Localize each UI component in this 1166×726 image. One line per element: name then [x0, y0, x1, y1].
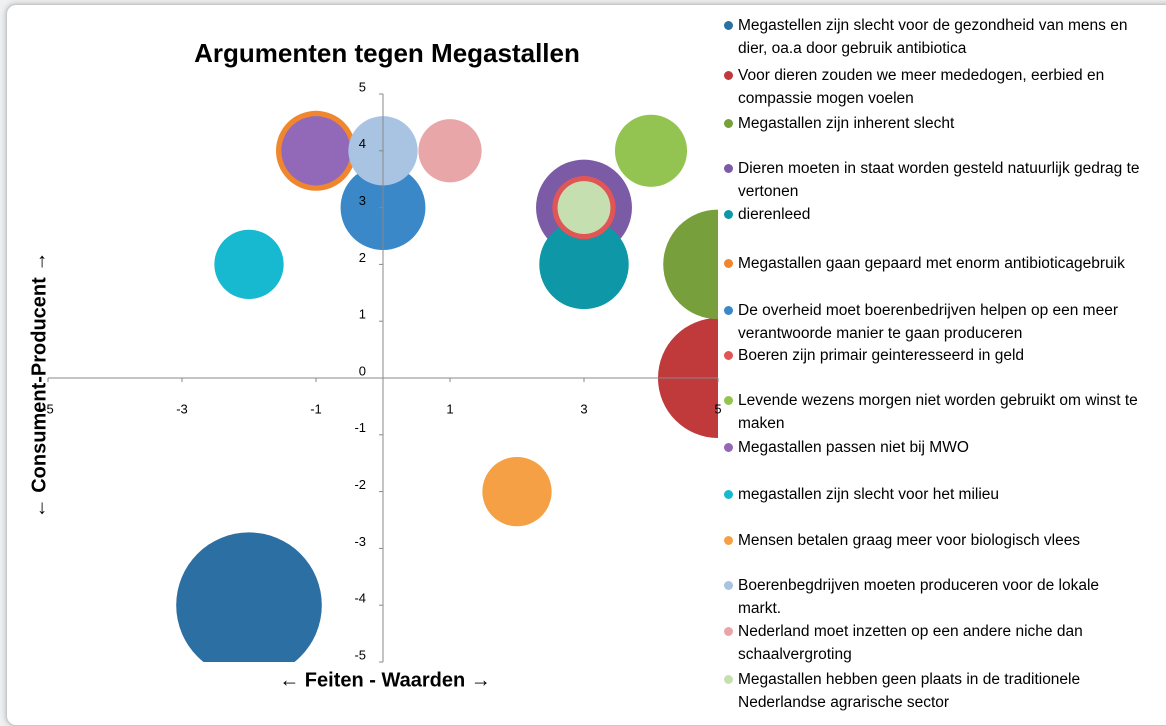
y-tick-label: 1 [359, 307, 366, 322]
bubble [176, 532, 322, 662]
legend-marker [724, 306, 733, 315]
legend-label: Dieren moeten in staat worden gesteld na… [738, 160, 1140, 200]
legend-marker [724, 490, 733, 499]
legend-entry: Dieren moeten in staat worden gesteld na… [722, 157, 1142, 203]
x-tick-label: -5 [42, 401, 54, 416]
bubble [214, 229, 284, 300]
legend-entry: Megastellen zijn slecht voor de gezondhe… [722, 14, 1142, 60]
bubble [663, 209, 718, 320]
legend-marker [724, 21, 733, 30]
legend-marker [724, 581, 733, 590]
legend-label: Boerenbegdrijven moeten produceren voor … [738, 577, 1100, 617]
plot-area [176, 110, 718, 662]
x-tick-label: -3 [176, 401, 188, 416]
bubble [614, 114, 688, 187]
legend-entry: Mensen betalen graag meer voor biologisc… [722, 529, 1142, 552]
legend-label: Boeren zijn primair geinteresseerd in ge… [738, 347, 1025, 364]
legend-marker [724, 351, 733, 360]
legend-label: megastallen zijn slecht voor het milieu [738, 486, 1000, 503]
legend-entry: Boerenbegdrijven moeten produceren voor … [722, 574, 1142, 620]
legend-label: Megastallen gaan gepaard met enorm antib… [738, 255, 1125, 272]
legend-entry: De overheid moet boerenbedrijven helpen … [722, 299, 1142, 345]
x-tick-label: 1 [446, 401, 453, 416]
legend-marker [724, 443, 733, 452]
x-tick-label: 5 [714, 401, 721, 416]
y-tick-label: -2 [354, 477, 366, 492]
page: {"chart_data": { "type": "bubble", "titl… [6, 4, 1166, 726]
x-tick-label: 3 [580, 401, 587, 416]
legend-marker [724, 627, 733, 636]
legend-label: Levende wezens morgen niet worden gebrui… [738, 392, 1138, 432]
y-tick-label: 2 [359, 250, 366, 265]
legend-marker [724, 210, 733, 219]
legend-label: dierenleed [738, 206, 811, 223]
legend-entry: Voor dieren zouden we meer mededogen, ee… [722, 64, 1142, 110]
legend-marker [724, 675, 733, 684]
legend-label: Mensen betalen graag meer voor biologisc… [738, 532, 1081, 549]
legend-entry: Megastallen gaan gepaard met enorm antib… [722, 252, 1142, 275]
chart-title: Argumenten tegen Megastallen [194, 38, 580, 68]
legend-label: Megastallen hebben geen plaats in de tra… [738, 671, 1081, 711]
legend-label: Megastallen passen niet bij MWO [738, 439, 969, 456]
legend-marker [724, 71, 733, 80]
x-axis-title: ← Feiten - Waarden → [279, 669, 491, 691]
legend-marker [724, 536, 733, 545]
legend-entry: megastallen zijn slecht voor het milieu [722, 483, 1142, 506]
legend-entry: Boeren zijn primair geinteresseerd in ge… [722, 344, 1142, 367]
legend-marker [724, 164, 733, 173]
y-tick-label: 3 [359, 193, 366, 208]
legend-label: De overheid moet boerenbedrijven helpen … [738, 302, 1118, 342]
legend-label: Voor dieren zouden we meer mededogen, ee… [738, 67, 1105, 107]
y-tick-label: -1 [354, 420, 366, 435]
y-tick-label: -5 [354, 647, 366, 662]
y-tick-label: -4 [354, 591, 366, 606]
legend-label: Nederland moet inzetten op een andere ni… [738, 623, 1083, 663]
bubble [281, 116, 351, 186]
legend-marker [724, 259, 733, 268]
y-axis-title: ← Consument-Producent → [28, 252, 50, 519]
legend-label: Megastallen zijn inherent slecht [738, 115, 955, 132]
legend-marker [724, 396, 733, 405]
y-tick-label: -3 [354, 534, 366, 549]
legend-entry: Megastallen zijn inherent slecht [722, 112, 1142, 135]
y-tick-label: 5 [359, 79, 366, 94]
legend-entry: dierenleed [722, 203, 1142, 226]
legend-marker [724, 119, 733, 128]
bubble [418, 119, 482, 183]
legend-entry: Megastallen passen niet bij MWO [722, 436, 1142, 459]
legend-entry: Nederland moet inzetten op een andere ni… [722, 620, 1142, 666]
legend-label: Megastellen zijn slecht voor de gezondhe… [738, 17, 1128, 57]
legend-entry: Megastallen hebben geen plaats in de tra… [722, 668, 1142, 714]
bubble [557, 181, 611, 235]
y-tick-label: 4 [359, 136, 366, 151]
legend-entry: Levende wezens morgen niet worden gebrui… [722, 389, 1142, 435]
x-tick-label: -1 [310, 401, 322, 416]
bubble [482, 456, 552, 527]
bubble [539, 219, 629, 310]
chart: Argumenten tegen Megastallen ← Feiten - … [28, 38, 721, 691]
y-tick-label: 0 [359, 363, 366, 378]
